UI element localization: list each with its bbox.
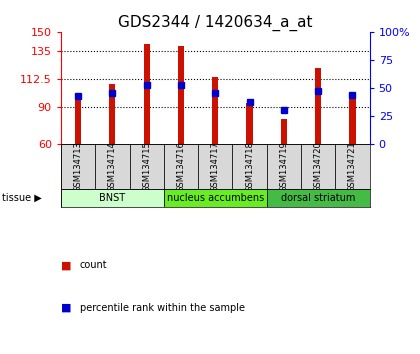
Text: GSM134713: GSM134713 [74,141,83,192]
Bar [61,144,95,189]
Bar [232,144,267,189]
Bar [75,94,81,144]
Text: GSM134714: GSM134714 [108,141,117,192]
Text: tissue ▶: tissue ▶ [2,193,42,203]
Bar [267,144,301,189]
Bar [281,119,287,144]
Bar [95,144,129,189]
Text: nucleus accumbens: nucleus accumbens [167,193,264,203]
Text: GSM134721: GSM134721 [348,141,357,192]
Bar [61,189,164,207]
Bar [198,144,232,189]
Bar [164,189,267,207]
Bar [301,144,335,189]
Bar [267,189,370,207]
Text: count: count [80,261,108,270]
Text: GSM134715: GSM134715 [142,141,151,192]
Text: GSM134720: GSM134720 [314,141,323,192]
Bar [164,144,198,189]
Text: dorsal striatum: dorsal striatum [281,193,355,203]
Text: ■: ■ [61,303,71,313]
Text: BNST: BNST [99,193,126,203]
Text: GSM134717: GSM134717 [211,141,220,192]
Bar [335,144,370,189]
Text: GSM134719: GSM134719 [279,141,289,192]
Title: GDS2344 / 1420634_a_at: GDS2344 / 1420634_a_at [118,14,312,30]
Bar [315,68,321,144]
Bar [144,44,150,144]
Text: GSM134716: GSM134716 [176,141,186,192]
Text: percentile rank within the sample: percentile rank within the sample [80,303,245,313]
Bar [109,84,116,144]
Bar [178,46,184,144]
Text: GSM134718: GSM134718 [245,141,254,192]
Bar [129,144,164,189]
Text: ■: ■ [61,261,71,270]
Bar [247,103,253,144]
Bar [212,77,218,144]
Bar [349,94,356,144]
